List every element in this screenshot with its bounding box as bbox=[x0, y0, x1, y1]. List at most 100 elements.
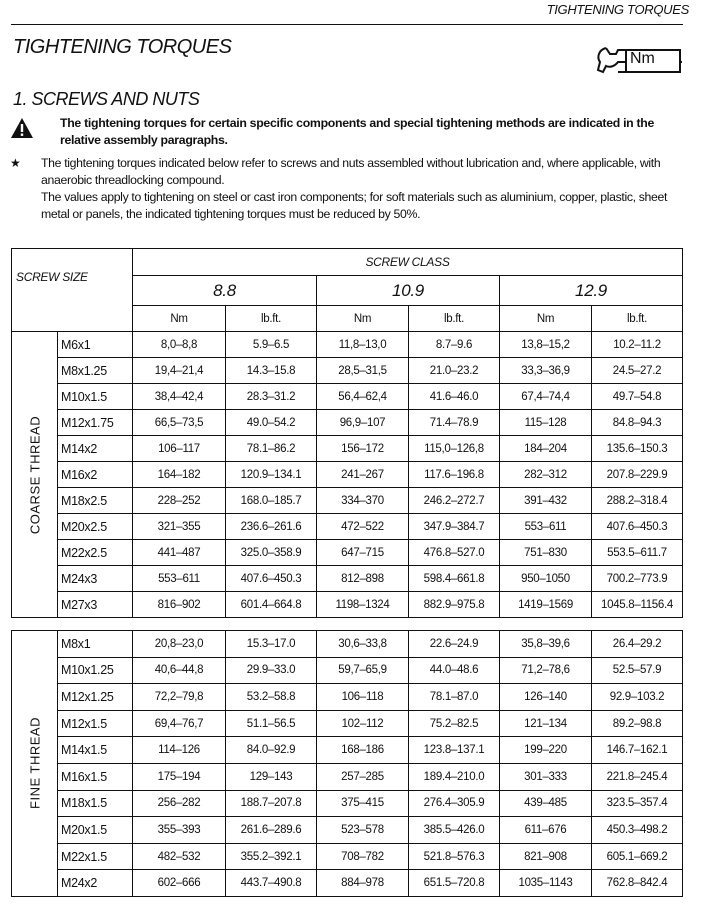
torque-cell: 120.9–134.1 bbox=[225, 461, 317, 488]
screw-size-cell: M22x1.5 bbox=[57, 842, 133, 871]
torque-cell: 598.4–661.8 bbox=[408, 565, 500, 592]
torque-cell: 323.5–357.4 bbox=[591, 789, 683, 818]
torque-cell: 276.4–305.9 bbox=[408, 789, 500, 818]
torque-cell: 189.4–210.0 bbox=[408, 762, 500, 791]
page-title: TIGHTENING TORQUES bbox=[13, 36, 232, 58]
torque-cell: 35,8–39,6 bbox=[499, 630, 592, 658]
torque-cell: 325.0–358.9 bbox=[225, 539, 317, 566]
torque-cell: 184–204 bbox=[499, 435, 592, 462]
torque-cell: 321–355 bbox=[132, 513, 226, 540]
torque-cell: 15.3–17.0 bbox=[225, 630, 317, 658]
torque-cell: 75.2–82.5 bbox=[408, 709, 500, 738]
torque-cell: 22.6–24.9 bbox=[408, 630, 500, 658]
torque-cell: 241–267 bbox=[316, 461, 409, 488]
torque-cell: 53.2–58.8 bbox=[225, 683, 317, 711]
screw-size-cell: M10x1.5 bbox=[57, 383, 133, 410]
torque-cell: 52.5–57.9 bbox=[591, 656, 683, 685]
torque-cell: 257–285 bbox=[316, 762, 409, 791]
blank-cell bbox=[11, 305, 133, 332]
screw-size-cell: M12x1.25 bbox=[57, 683, 133, 711]
torque-cell: 28.3–31.2 bbox=[225, 383, 317, 410]
table-row: COARSE THREAD M6x1 8,0–8,8 5.9–6.5 11,8–13,0… bbox=[11, 331, 683, 618]
torque-cell: 59,7–65,9 bbox=[316, 656, 409, 685]
screw-size-cell: M12x1.5 bbox=[57, 709, 133, 738]
torque-cell: 407.6–450.3 bbox=[591, 513, 683, 540]
screw-size-cell: M18x2.5 bbox=[57, 487, 133, 514]
torque-cell: 441–487 bbox=[132, 539, 226, 566]
torque-cell: 228–252 bbox=[132, 487, 226, 514]
torque-cell: 135.6–150.3 bbox=[591, 435, 683, 462]
table-row: M12x1.25 72,2–79,8 53.2–58.8 106–118 78.1–87… bbox=[12, 683, 683, 711]
torque-cell: 89.2–98.8 bbox=[591, 709, 683, 738]
torque-cell: 8,0–8,8 bbox=[132, 331, 226, 358]
torque-cell: 102–112 bbox=[316, 709, 409, 738]
torque-cell: 1035–1143 bbox=[499, 869, 592, 897]
torque-cell: 261.6–289.6 bbox=[225, 816, 317, 844]
grade-8-8: 8.8 bbox=[132, 275, 317, 306]
torque-cell: 114–126 bbox=[132, 736, 226, 764]
screw-size-cell: M6x1 bbox=[57, 331, 133, 358]
torque-cell: 92.9–103.2 bbox=[591, 683, 683, 711]
torque-cell: 553–611 bbox=[499, 513, 592, 540]
torque-cell: 651.5–720.8 bbox=[408, 869, 500, 897]
torque-cell: 246.2–272.7 bbox=[408, 487, 500, 514]
screw-size-cell: M12x1.75 bbox=[57, 409, 133, 436]
table-row: FINE THREAD M8x1 20,8–23,0 15.3–17.0 30,6–33… bbox=[11, 630, 683, 897]
torque-cell: 67,4–74,4 bbox=[499, 383, 592, 410]
torque-cell: 553.5–611.7 bbox=[591, 539, 683, 566]
torque-cell: 385.5–426.0 bbox=[408, 816, 500, 844]
header-rule bbox=[11, 24, 683, 25]
torque-cell: 812–898 bbox=[316, 565, 409, 592]
screw-size-cell: M14x1.5 bbox=[57, 736, 133, 764]
torque-cell: 51.1–56.5 bbox=[225, 709, 317, 738]
table-row: M10x1.25 40,6–44,8 29.9–33.0 59,7–65,9 44.0–… bbox=[12, 656, 683, 685]
table-row: M10x1.5 38,4–42,4 28.3–31.2 56,4–62,4 41.6–4… bbox=[12, 383, 683, 410]
torque-cell: 450.3–498.2 bbox=[591, 816, 683, 844]
torque-cell: 71.4–78.9 bbox=[408, 409, 500, 436]
torque-cell: 1045.8–1156.4 bbox=[591, 591, 683, 618]
torque-cell: 476.8–527.0 bbox=[408, 539, 500, 566]
torque-cell: 221.8–245.4 bbox=[591, 762, 683, 791]
torque-cell: 69,4–76,7 bbox=[132, 709, 226, 738]
note-line-1: The tightening torques indicated below r… bbox=[41, 156, 661, 187]
torque-cell: 49.0–54.2 bbox=[225, 409, 317, 436]
torque-cell: 821–908 bbox=[499, 842, 592, 871]
torque-cell: 146.7–162.1 bbox=[591, 736, 683, 764]
torque-cell: 256–282 bbox=[132, 789, 226, 818]
torque-cell: 126–140 bbox=[499, 683, 592, 711]
torque-cell: 391–432 bbox=[499, 487, 592, 514]
torque-cell: 553–611 bbox=[132, 565, 226, 592]
screw-size-cell: M20x1.5 bbox=[57, 816, 133, 844]
torque-cell: 19,4–21,4 bbox=[132, 357, 226, 384]
table-row: M20x2.5 321–355 236.6–261.6 472–522 347.9–38… bbox=[12, 513, 683, 540]
torque-cell: 188.7–207.8 bbox=[225, 789, 317, 818]
torque-cell: 301–333 bbox=[499, 762, 592, 791]
torque-cell: 601.4–664.8 bbox=[225, 591, 317, 618]
torque-cell: 288.2–318.4 bbox=[591, 487, 683, 514]
table-row: M22x1.5 482–532 355.2–392.1 708–782 521.8–57… bbox=[12, 842, 683, 871]
unit-header: lb.ft. bbox=[591, 305, 683, 332]
screw-size-cell: M24x3 bbox=[57, 565, 133, 592]
torque-cell: 33,3–36,9 bbox=[499, 357, 592, 384]
torque-cell: 14.3–15.8 bbox=[225, 357, 317, 384]
warning-triangle-icon bbox=[10, 117, 34, 144]
torque-cell: 355.2–392.1 bbox=[225, 842, 317, 871]
torque-cell: 29.9–33.0 bbox=[225, 656, 317, 685]
torque-cell: 334–370 bbox=[316, 487, 409, 514]
torque-cell: 282–312 bbox=[499, 461, 592, 488]
screw-class-header: SCREW CLASS bbox=[132, 248, 683, 276]
unit-header: Nm bbox=[316, 305, 409, 332]
torque-cell: 129–143 bbox=[225, 762, 317, 791]
torque-table-fine: FINE THREAD M8x1 20,8–23,0 15.3–17.0 30,6–33… bbox=[11, 630, 683, 897]
torque-cell: 96,9–107 bbox=[316, 409, 409, 436]
table-row: M12x1.75 66,5–73,5 49.0–54.2 96,9–107 71.4–7… bbox=[12, 409, 683, 436]
table-row: M8x1.25 19,4–21,4 14.3–15.8 28,5–31,5 21.0–2… bbox=[12, 357, 683, 384]
screw-size-cell: M14x2 bbox=[57, 435, 133, 462]
torque-cell: 347.9–384.7 bbox=[408, 513, 500, 540]
screw-size-cell: M18x1.5 bbox=[57, 789, 133, 818]
screw-size-header: SCREW SIZE bbox=[11, 248, 133, 306]
torque-cell: 355–393 bbox=[132, 816, 226, 844]
table-row: M16x2 164–182 120.9–134.1 241–267 117.6–196.… bbox=[12, 461, 683, 488]
torque-cell: 472–522 bbox=[316, 513, 409, 540]
torque-cell: 602–666 bbox=[132, 869, 226, 897]
